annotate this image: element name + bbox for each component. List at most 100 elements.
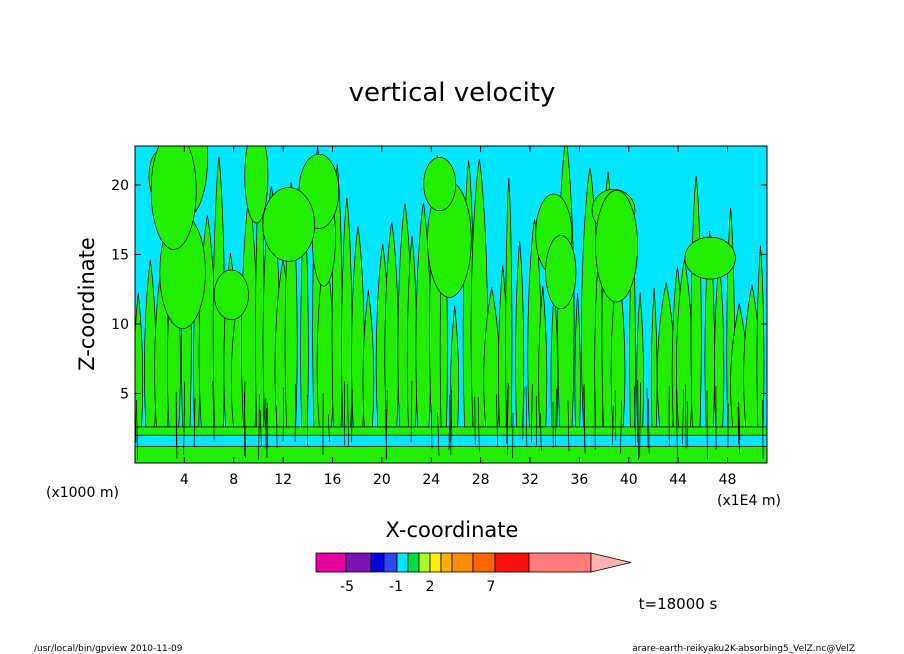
field-contour [351, 389, 353, 442]
field-contour [612, 405, 614, 445]
field-contour [685, 383, 687, 449]
y-axis-label: Z-coordinate [75, 237, 99, 371]
field-contour [620, 400, 623, 454]
field-contour [639, 382, 641, 459]
colorbar-segment [383, 552, 398, 573]
field-plume [756, 245, 765, 428]
x-tick-label: 4 [180, 472, 189, 488]
x-tick-label: 48 [719, 472, 737, 488]
field-contour [567, 400, 570, 452]
field-contour [437, 412, 440, 456]
colorbar-segment [472, 552, 496, 573]
plot-frame [134, 145, 768, 464]
field-contour [431, 409, 433, 449]
time-label: t=18000 s [639, 595, 718, 613]
velocity-field [135, 146, 767, 463]
field-patch [545, 235, 577, 310]
field-contour [506, 389, 508, 445]
x-tick-label: 44 [669, 472, 687, 488]
colorbar-arrow [590, 552, 632, 573]
field-contour [646, 388, 649, 448]
y-tick-label: 10 [111, 317, 129, 333]
x-tick-label: 36 [570, 472, 588, 488]
colorbar-segment [407, 552, 420, 573]
chart-title: vertical velocity [349, 78, 556, 108]
colorbar-segment [345, 552, 372, 573]
field-contour [410, 380, 413, 443]
field-patch [262, 187, 315, 262]
footer-left: /usr/local/bin/gpview 2010-11-09 [34, 644, 183, 654]
field-contour [347, 383, 349, 446]
colorbar-tick-labels: -5 -1 2 7 [340, 579, 495, 595]
y-tick-label: 15 [111, 247, 129, 263]
field-contour [737, 407, 740, 455]
field-contour [212, 381, 215, 441]
colorbar [315, 552, 632, 573]
field-patch [213, 269, 249, 321]
field-contour [450, 389, 452, 456]
field-contour [183, 381, 186, 455]
footer-right: arare-earth-reikyaku2K-absorbing5_VelZ.n… [632, 644, 855, 654]
field-contour [633, 386, 636, 447]
y-axis-ticks: 5 10 15 20 [111, 178, 767, 402]
x-axis-units-right: (x1E4 m) [717, 493, 781, 509]
x-tick-label: 8 [229, 472, 238, 488]
field-patch [684, 236, 736, 280]
field-contour [675, 389, 678, 457]
x-tick-label: 12 [274, 472, 292, 488]
field-plume [362, 290, 375, 428]
field-patch [244, 146, 269, 224]
field-contour [762, 399, 764, 459]
field-plume [636, 292, 644, 428]
field-contour [327, 414, 330, 442]
field-contour [193, 398, 196, 448]
colorbar-tick-label: -1 [389, 579, 403, 595]
field-contour [496, 394, 498, 447]
field-contour [294, 384, 296, 442]
x-tick-label: 16 [324, 472, 342, 488]
field-contour [384, 408, 387, 458]
field-contour [555, 388, 557, 448]
x-axis-label: X-coordinate [386, 518, 519, 542]
colorbar-segment [494, 552, 530, 573]
field-contour [259, 409, 262, 447]
field-contour [448, 394, 451, 450]
x-tick-label: 40 [620, 472, 638, 488]
x-tick-label: 32 [521, 472, 539, 488]
field-contour [531, 384, 533, 443]
field-contour [275, 405, 278, 449]
y-tick-label: 5 [120, 386, 129, 402]
field-contour [477, 397, 480, 453]
field-contour [522, 387, 525, 441]
field-contour [636, 412, 639, 443]
field-plume [690, 175, 702, 428]
field-plume [515, 240, 525, 428]
field-contour [637, 379, 639, 460]
field-contour [738, 401, 741, 440]
x-tick-label: 28 [472, 472, 490, 488]
colorbar-segment [429, 552, 442, 573]
field-plume [450, 305, 460, 428]
colorbar-segment [418, 552, 431, 573]
field-patch [150, 146, 197, 250]
field-contour [614, 390, 617, 440]
x-axis-ticks: 4 8 12 16 20 24 28 32 36 40 44 48 [180, 146, 737, 488]
field-contour [583, 384, 586, 454]
field-contour [136, 399, 138, 461]
colorbar-tick-label: 2 [426, 579, 435, 595]
field-plume [574, 292, 581, 428]
field-contour [282, 387, 285, 441]
field-contour [525, 386, 528, 448]
colorbar-segment [451, 552, 474, 573]
field-plume [538, 285, 548, 428]
x-tick-label: 24 [422, 472, 440, 488]
field-contour [682, 389, 685, 444]
colorbar-segment [315, 552, 347, 573]
field-contour [258, 394, 260, 460]
colorbar-tick-label: -5 [340, 579, 354, 595]
colorbar-segment [370, 552, 385, 573]
x-tick-label: 20 [373, 472, 391, 488]
field-contour [243, 392, 247, 458]
field-contour [449, 385, 452, 443]
